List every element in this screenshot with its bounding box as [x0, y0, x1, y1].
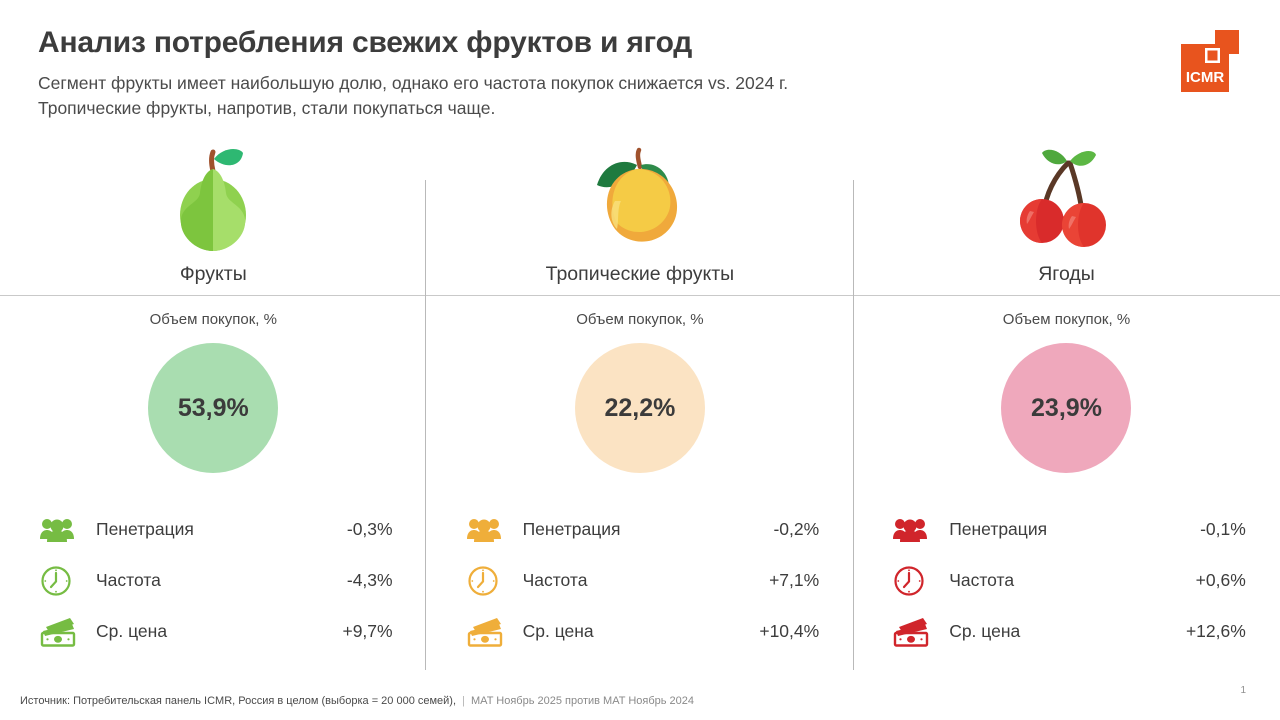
- metrics-list: Пенетрация -0,1% Частот: [853, 504, 1280, 657]
- metric-row: Пенетрация -0,1%: [893, 504, 1246, 555]
- category-column-tropical: Тропические фрукты Объем покупок, % 22,2…: [427, 140, 854, 680]
- metric-row: Частота +0,6%: [893, 555, 1246, 606]
- category-name: Тропические фрукты: [545, 263, 735, 285]
- metric-value: +9,7%: [342, 621, 393, 641]
- metric-value: -0,1%: [1200, 519, 1246, 539]
- column-divider-2: [853, 180, 854, 670]
- clock-icon: [893, 565, 939, 597]
- metric-label: Ср. цена: [96, 621, 168, 641]
- metric-value: +7,1%: [769, 570, 820, 590]
- people-icon: [40, 517, 86, 543]
- subtitle-line-2: Тропические фрукты, напротив, стали поку…: [38, 97, 496, 118]
- volume-label: Объем покупок, %: [1002, 311, 1131, 328]
- people-icon: [466, 517, 513, 543]
- category-name: Фрукты: [179, 263, 247, 285]
- metric-row: Частота -4,3%: [40, 555, 393, 606]
- volume-circle: 22,2%: [574, 343, 705, 473]
- category-columns: Фрукты Объем покупок, % 53,9%: [0, 140, 1280, 680]
- footer-source: Источник: Потребительская панель ICMR, Р…: [20, 695, 694, 707]
- metric-label: Ср. цена: [522, 621, 594, 641]
- money-icon: [40, 617, 86, 647]
- metric-label: Частота: [522, 570, 588, 590]
- icmr-logo: ICMR: [1175, 28, 1245, 94]
- metric-value: -4,3%: [346, 570, 393, 590]
- volume-label: Объем покупок, %: [576, 311, 704, 328]
- subtitle-line-1: Сегмент фрукты имеет наибольшую долю, од…: [38, 72, 789, 93]
- volume-circle-wrap: 53,9%: [0, 334, 427, 482]
- clock-icon: [40, 565, 86, 597]
- pear-icon: [0, 142, 427, 252]
- metric-label: Пенетрация: [949, 519, 1048, 539]
- footer-period: MAT Ноябрь 2025 против MAT Ноябрь 2024: [471, 695, 695, 707]
- category-column-fruits: Фрукты Объем покупок, % 53,9%: [0, 140, 427, 680]
- metrics-list: Пенетрация -0,3% Частот: [0, 504, 427, 657]
- page-title: Анализ потребления свежих фруктов и ягод: [38, 26, 693, 59]
- metrics-list: Пенетрация -0,2% Частот: [427, 504, 854, 657]
- metric-label: Частота: [949, 570, 1015, 590]
- category-name: Ягоды: [1038, 263, 1095, 285]
- metric-row: Ср. цена +10,4%: [467, 606, 820, 657]
- volume-label: Объем покупок, %: [149, 311, 277, 328]
- money-icon: [467, 617, 513, 647]
- metric-label: Пенетрация: [96, 519, 194, 539]
- metric-row: Ср. цена +12,6%: [893, 606, 1246, 657]
- cherries-icon: [853, 142, 1280, 252]
- header-divider: [0, 295, 1280, 296]
- metric-row: Частота +7,1%: [467, 555, 820, 606]
- clock-icon: [467, 565, 513, 597]
- people-icon: [893, 517, 939, 543]
- volume-circle-wrap: 22,2%: [427, 334, 854, 482]
- footer-source-text: Источник: Потребительская панель ICMR, Р…: [20, 695, 457, 707]
- mango-icon: [427, 142, 854, 252]
- logo-text: ICMR: [1186, 69, 1224, 86]
- volume-circle: 53,9%: [148, 343, 279, 473]
- page-number: 1: [1240, 685, 1246, 696]
- footer-separator: |: [462, 695, 465, 707]
- category-column-berries: Ягоды Объем покупок, % 23,9%: [853, 140, 1280, 680]
- metric-row: Пенетрация -0,3%: [40, 504, 393, 555]
- volume-circle-wrap: 23,9%: [853, 334, 1280, 482]
- metric-row: Пенетрация -0,2%: [466, 504, 820, 555]
- column-divider-1: [425, 180, 426, 670]
- metric-value: +10,4%: [759, 621, 820, 641]
- metric-label: Ср. цена: [949, 621, 1021, 641]
- metric-value: -0,2%: [773, 519, 820, 539]
- metric-value: -0,3%: [346, 519, 393, 539]
- money-icon: [893, 617, 939, 647]
- metric-label: Частота: [96, 570, 161, 590]
- volume-circle: 23,9%: [1001, 343, 1132, 473]
- metric-value: +0,6%: [1195, 570, 1246, 590]
- metric-row: Ср. цена +9,7%: [40, 606, 393, 657]
- header: Анализ потребления свежих фруктов и ягод…: [38, 26, 1148, 121]
- page-subtitle: Сегмент фрукты имеет наибольшую долю, од…: [38, 71, 1148, 122]
- metric-label: Пенетрация: [522, 519, 621, 539]
- metric-value: +12,6%: [1185, 621, 1246, 641]
